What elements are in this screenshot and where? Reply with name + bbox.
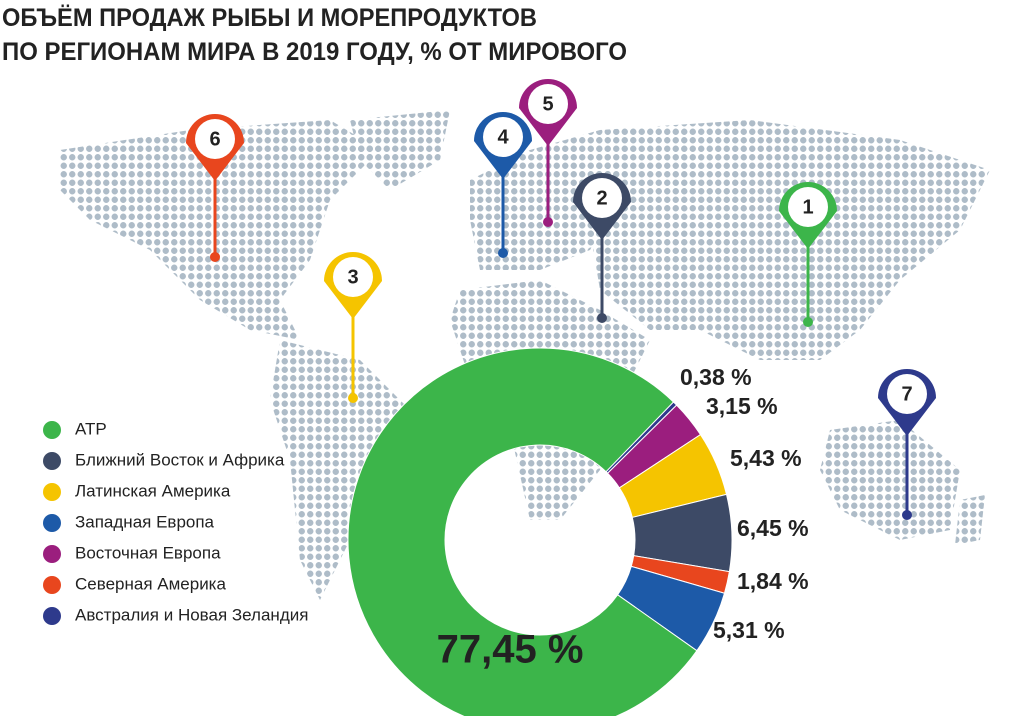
pin-tip bbox=[902, 510, 912, 520]
legend-swatch bbox=[43, 545, 61, 563]
pin-tip bbox=[498, 248, 508, 258]
legend-swatch bbox=[43, 514, 61, 532]
legend-swatch bbox=[43, 421, 61, 439]
pin-inner bbox=[887, 374, 927, 414]
value-label: 0,38 % bbox=[680, 364, 752, 390]
pin-inner bbox=[483, 117, 523, 157]
pin-tip bbox=[348, 393, 358, 403]
pin-inner bbox=[333, 257, 373, 297]
value-label: 77,45 % bbox=[437, 628, 584, 672]
pin-label: 4 bbox=[497, 126, 509, 148]
chart-title: ПО РЕГИОНАМ МИРА В 2019 ГОДУ, % ОТ МИРОВ… bbox=[2, 38, 627, 66]
legend-label: Ближний Восток и Африка bbox=[75, 450, 285, 469]
value-label: 3,15 % bbox=[706, 393, 778, 419]
pin-label: 1 bbox=[802, 196, 813, 218]
pin-tip bbox=[543, 217, 553, 227]
pin-tip bbox=[597, 313, 607, 323]
legend-label: Северная Америка bbox=[75, 574, 226, 593]
pin-label: 7 bbox=[901, 383, 912, 405]
pin-label: 6 bbox=[209, 128, 220, 150]
value-label: 5,31 % bbox=[713, 617, 785, 643]
legend-label: Восточная Европа bbox=[75, 543, 221, 562]
pin-inner bbox=[528, 84, 568, 124]
pin-label: 2 bbox=[596, 187, 607, 209]
pin-label: 5 bbox=[542, 93, 553, 115]
legend-swatch bbox=[43, 576, 61, 594]
donut-segment bbox=[347, 347, 698, 716]
value-label: 6,45 % bbox=[737, 515, 809, 541]
pin-label: 3 bbox=[347, 266, 358, 288]
legend-swatch bbox=[43, 483, 61, 501]
pin-inner bbox=[582, 178, 622, 218]
pin-tip bbox=[803, 317, 813, 327]
legend-label: АТР bbox=[75, 419, 107, 438]
legend-label: Австралия и Новая Зеландия bbox=[75, 605, 308, 624]
value-label: 1,84 % bbox=[737, 568, 809, 594]
pin-tip bbox=[210, 252, 220, 262]
legend-label: Западная Европа bbox=[75, 512, 215, 531]
pin-inner bbox=[788, 187, 828, 227]
legend-swatch bbox=[43, 607, 61, 625]
value-label: 5,43 % bbox=[730, 445, 802, 471]
pin-inner bbox=[195, 119, 235, 159]
chart-title: ОБЪЁМ ПРОДАЖ РЫБЫ И МОРЕПРОДУКТОВ bbox=[2, 4, 537, 32]
legend-label: Латинская Америка bbox=[75, 481, 231, 500]
legend-swatch bbox=[43, 452, 61, 470]
